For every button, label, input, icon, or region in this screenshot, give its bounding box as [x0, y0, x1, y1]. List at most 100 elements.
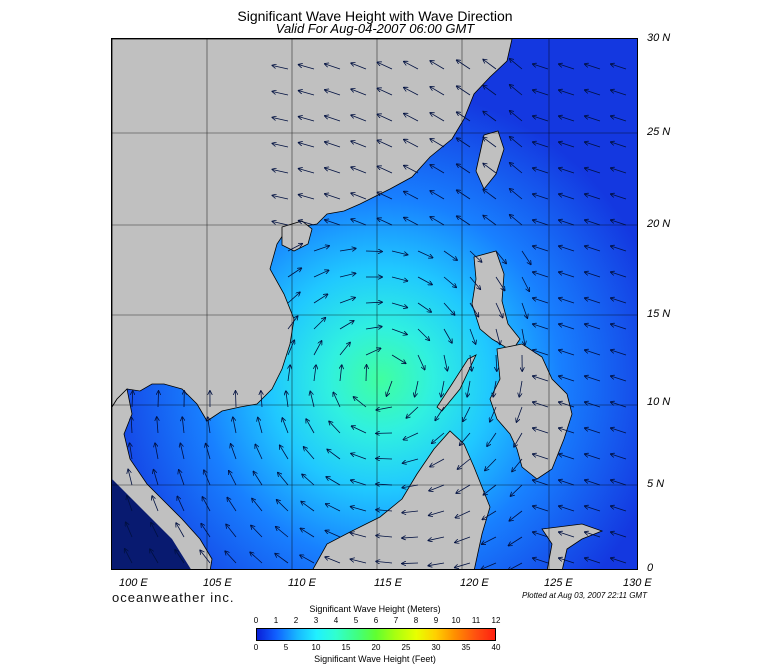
wave-arrow [417, 328, 429, 340]
wave-arrow [299, 221, 315, 226]
wave-arrow [585, 506, 601, 512]
colorbar-meters-tick: 11 [471, 616, 481, 625]
wave-arrow [533, 220, 549, 226]
wave-arrow [229, 471, 237, 486]
wave-arrow [366, 365, 367, 382]
wave-arrow [302, 474, 315, 486]
wave-arrow [482, 536, 497, 544]
wave-arrow [533, 350, 549, 356]
colorbar-feet-tick: 10 [311, 643, 321, 652]
wave-arrow [469, 250, 482, 262]
wave-arrow [510, 189, 523, 200]
colorbar-feet-tick: 30 [431, 643, 441, 652]
wave-arrow [508, 562, 523, 569]
wave-arrow [299, 195, 315, 200]
wave-arrow [457, 216, 471, 226]
wave-arrow [351, 453, 367, 460]
lat-label-15n: 15 N [647, 308, 671, 320]
wave-arrow [559, 480, 575, 486]
wave-arrow [611, 376, 627, 382]
wave-arrow [430, 217, 445, 226]
wave-arrow [404, 140, 419, 148]
wave-arrow [351, 193, 367, 200]
wave-arrow [376, 484, 393, 485]
wave-arrow [154, 470, 159, 486]
wave-arrow [325, 557, 341, 564]
wave-arrow [288, 365, 290, 382]
wave-arrow [521, 328, 525, 345]
wave-arrow [272, 91, 289, 96]
wave-arrow [287, 292, 300, 304]
wave-arrow [430, 191, 445, 200]
wave-arrow [404, 166, 419, 174]
wave-arrow [286, 391, 288, 408]
wave-arrow [326, 477, 341, 486]
wave-arrow [483, 189, 497, 200]
wave-arrow [402, 484, 419, 488]
colorbar [256, 628, 496, 641]
map-subtitle: Valid For Aug-04-2007 06:00 GMT [275, 21, 475, 36]
wave-arrow [559, 90, 575, 96]
wave-arrow [225, 551, 237, 564]
wave-arrow [365, 251, 382, 252]
lat-label-0: 0 [647, 562, 654, 574]
wave-arrow [510, 111, 523, 122]
wave-arrow [415, 380, 419, 397]
colorbar-feet-tick: 15 [341, 643, 351, 652]
colorbar-meters-tick: 1 [273, 616, 279, 625]
wave-arrow [282, 418, 289, 434]
wave-arrow [251, 525, 263, 538]
wave-arrow [443, 302, 455, 315]
wave-arrow [231, 444, 237, 460]
wave-arrow [272, 195, 289, 200]
wave-arrow [483, 163, 497, 174]
wave-arrow [457, 138, 471, 148]
wave-arrow [404, 192, 419, 200]
wave-arrow [585, 532, 601, 538]
wave-arrow [180, 443, 185, 460]
wave-arrow [611, 168, 627, 174]
wave-arrow [559, 246, 575, 252]
wave-arrow [455, 562, 471, 568]
wave-arrow [351, 219, 367, 226]
wave-arrow [299, 117, 315, 122]
wave-arrow [339, 321, 354, 330]
wave-arrow [467, 380, 471, 397]
wave-arrow [611, 402, 627, 408]
wave-arrow [272, 143, 289, 148]
wave-arrow [377, 192, 393, 200]
lon-label-120e: 120 E [460, 577, 489, 589]
wave-arrow [339, 248, 356, 251]
wave-arrow [325, 90, 341, 96]
wave-arrow [351, 167, 367, 174]
wave-arrow [325, 194, 341, 200]
wave-arrow [404, 218, 419, 226]
wave-arrow [483, 215, 497, 226]
wave-arrow [299, 143, 315, 148]
wave-arrow [404, 62, 419, 70]
wave-arrow [233, 417, 237, 434]
wave-arrow [585, 454, 601, 460]
colorbar-meters-tick: 0 [253, 616, 259, 625]
wave-arrow [351, 89, 367, 96]
wave-arrow [611, 324, 627, 330]
colorbar-meters-tick: 9 [433, 616, 439, 625]
wave-direction-arrows [125, 59, 627, 569]
wave-arrow [510, 137, 523, 148]
colorbar-feet-tick: 20 [371, 643, 381, 652]
wave-arrow [559, 64, 575, 70]
wave-arrow [365, 348, 381, 356]
wave-arrow [365, 327, 382, 329]
wave-arrow [176, 523, 185, 538]
wave-arrow [469, 302, 478, 317]
wave-arrow [354, 397, 367, 408]
wave-arrow [299, 91, 315, 96]
lon-label-110e: 110 E [288, 577, 316, 589]
wave-arrow [533, 194, 549, 200]
colorbar-feet-tick: 5 [283, 643, 289, 652]
wave-arrow [227, 498, 237, 512]
brand-logo-text: oceanweather inc. [112, 590, 235, 605]
lon-label-130e: 130 E [623, 577, 652, 589]
wave-arrow [611, 298, 627, 304]
lon-label-115e: 115 E [374, 577, 402, 589]
